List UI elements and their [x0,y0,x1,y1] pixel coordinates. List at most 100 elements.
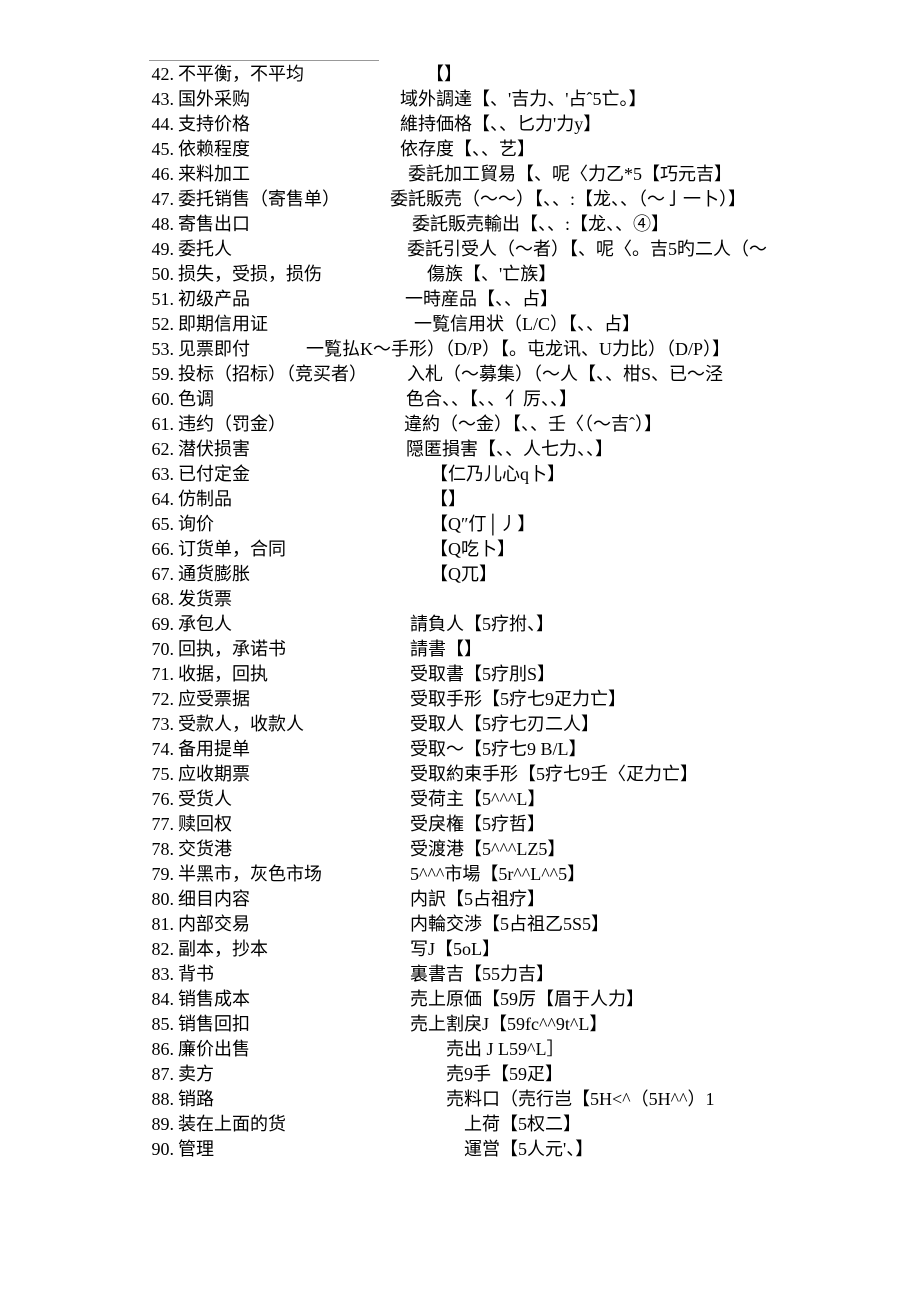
term-japanese: 受取書【5疗刖S】 [410,665,555,683]
item-number: 87. [116,1065,178,1083]
term-chinese: 销售回扣 [178,1015,250,1033]
list-item: 71.收据，回执受取書【5疗刖S】 [0,665,920,690]
term-chinese: 副本，抄本 [178,940,268,958]
list-item: 59.投标（招标）（竞买者）入札（〜募集）（〜人【、、柑S、已〜泾 [0,365,920,390]
term-japanese: 一覧信用状（L/C）【、、占】 [414,315,640,333]
term-chinese: 管理 [178,1140,214,1158]
term-chinese: 应收期票 [178,765,250,783]
term-chinese: 受款人，收款人 [178,715,304,733]
term-chinese: 收据，回执 [178,665,268,683]
term-japanese: 受戾権【5疗哲】 [410,815,545,833]
term-japanese: 請書【】 [410,640,482,658]
term-japanese: 売9手【59疋】 [446,1065,563,1083]
term-chinese: 廉价出售 [178,1040,250,1058]
term-japanese: 裏書吉【55力吉】 [410,965,554,983]
term-japanese: 上荷【5权二】 [464,1115,581,1133]
term-japanese: 受荷主【5^^^L】 [410,790,545,808]
term-japanese: 一時産品【、、占】 [405,290,558,308]
list-item: 86.廉价出售売出 J L59^L］ [0,1040,920,1065]
term-chinese: 委托人 [178,240,232,258]
term-chinese: 支持价格 [178,115,250,133]
term-japanese: 受取約束手形【5疗七9壬〈疋力亡】 [410,765,698,783]
list-item: 52.即期信用证一覧信用状（L/C）【、、占】 [0,315,920,340]
term-japanese: 請負人【5疗拊、】 [410,615,554,633]
term-japanese: 売出 J L59^L］ [446,1040,564,1058]
term-chinese: 通货膨胀 [178,565,250,583]
term-chinese: 细目内容 [178,890,250,908]
list-item: 74.备用提单受取〜【5疗七9 B/L】 [0,740,920,765]
term-chinese: 损失，受损，损伤 [178,265,322,283]
term-chinese: 已付定金 [178,465,250,483]
item-number: 69. [116,615,178,633]
item-number: 48. [116,215,178,233]
term-japanese: 委託加工貿易【、呢〈力乙*5【巧元吉】 [408,165,732,183]
term-japanese: 依存度【、、艺】 [400,140,535,158]
term-japanese: 内訳【5占祖疗】 [410,890,545,908]
term-chinese: 背书 [178,965,214,983]
item-number: 85. [116,1015,178,1033]
term-chinese: 色调 [178,390,214,408]
item-number: 61. [116,415,178,433]
item-number: 72. [116,690,178,708]
item-number: 83. [116,965,178,983]
item-number: 82. [116,940,178,958]
list-item: 48.寄售出口委託販売輸出【、、:【龙、、④】 [0,215,920,240]
item-number: 53. [116,340,178,358]
list-item: 78.交货港受渡港【5^^^LZ5】 [0,840,920,865]
list-item: 80.细目内容内訳【5占祖疗】 [0,890,920,915]
item-number: 84. [116,990,178,1008]
term-japanese: 【Q″仃│丿】 [430,515,535,533]
term-chinese: 潜伏损害 [178,440,250,458]
term-japanese: 委託引受人（〜者）【、呢〈。吉5旳二人（〜 [407,240,767,258]
list-item: 61.违约（罚金） 違約（〜金）【、、壬〈（〜吉ˆ）】 [0,415,920,440]
term-japanese: 傷族【、'亡族】 [427,265,556,283]
list-item: 79.半黑市，灰色市场5^^^市場【5r^^L^^5】 [0,865,920,890]
list-item: 51.初级产品一時産品【、、占】 [0,290,920,315]
item-number: 70. [116,640,178,658]
list-item: 70.回执，承诺书請書【】 [0,640,920,665]
term-chinese: 国外采购 [178,90,250,108]
list-item: 43.国外采购域外調達【、'吉力、'占ˆ5亡。】 [0,90,920,115]
list-item: 73.受款人，收款人 受取人【5疗七刃二人】 [0,715,920,740]
item-number: 65. [116,515,178,533]
term-japanese: 運営【5人元'、】 [464,1140,593,1158]
list-item: 62.潜伏损害隠匿損害【、、人七力、、】 [0,440,920,465]
term-japanese: 写J【5oL】 [410,940,500,958]
list-item: 46.来料加工委託加工貿易【、呢〈力乙*5【巧元吉】 [0,165,920,190]
item-number: 73. [116,715,178,733]
horizontal-rule [149,60,379,61]
list-item: 90.管理運営【5人元'、】 [0,1140,920,1165]
term-japanese: 違約（〜金）【、、壬〈（〜吉ˆ）】 [404,415,662,433]
term-chinese: 受货人 [178,790,232,808]
term-chinese: 销路 [178,1090,214,1108]
item-number: 89. [116,1115,178,1133]
term-japanese: 委託販売（〜〜）【、、:【龙、、（〜亅一卜）】 [390,190,746,208]
list-item: 60.色调色合、、【、、亻厉、、】 [0,390,920,415]
term-chinese: 应受票据 [178,690,250,708]
term-chinese: 违约（罚金） [178,415,286,433]
term-japanese: 入札（〜募集）（〜人【、、柑S、已〜泾 [407,365,723,383]
list-item: 47.委托销售（寄售单）委託販売（〜〜）【、、:【龙、、（〜亅一卜）】 [0,190,920,215]
term-japanese: 受取〜【5疗七9 B/L】 [410,740,587,758]
list-item: 83.背书 裏書吉【55力吉】 [0,965,920,990]
list-item: 72.应受票据受取手形【5疗七9疋力亡】 [0,690,920,715]
item-number: 68. [116,590,178,608]
list-item: 75.应收期票受取約束手形【5疗七9壬〈疋力亡】 [0,765,920,790]
item-number: 67. [116,565,178,583]
list-item: 89.装在上面的货上荷【5权二】 [0,1115,920,1140]
term-japanese: 域外調達【、'吉力、'占ˆ5亡。】 [400,90,646,108]
list-item: 49.委托人委託引受人（〜者）【、呢〈。吉5旳二人（〜 [0,240,920,265]
document-page: 42.不平衡，不平均【】43.国外采购域外調達【、'吉力、'占ˆ5亡。】44.支… [0,0,920,1205]
item-number: 44. [116,115,178,133]
list-item: 88.销路売料口（売行岂【5H<^（5H^^）1 [0,1090,920,1115]
list-item: 85.销售回扣売上割戾J【59fc^^9t^L】 [0,1015,920,1040]
item-number: 78. [116,840,178,858]
list-item: 69.承包人請負人【5疗拊、】 [0,615,920,640]
item-number: 62. [116,440,178,458]
item-number: 52. [116,315,178,333]
list-item: 77.赎回权受戾権【5疗哲】 [0,815,920,840]
term-japanese: 5^^^市場【5r^^L^^5】 [410,865,585,883]
term-japanese: 受取人【5疗七刃二人】 [410,715,599,733]
item-number: 63. [116,465,178,483]
item-number: 51. [116,290,178,308]
